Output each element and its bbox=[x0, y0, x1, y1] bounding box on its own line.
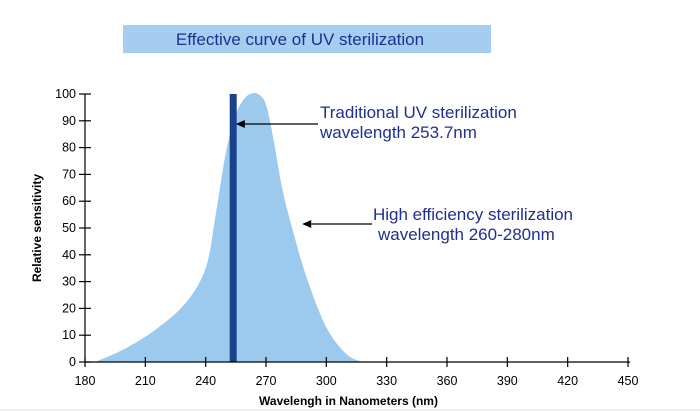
y-tick-label-80: 80 bbox=[62, 141, 76, 155]
x-tick-label-360: 360 bbox=[437, 374, 458, 388]
y-tick-label-70: 70 bbox=[62, 167, 76, 181]
annotation-2-arrow-head bbox=[302, 220, 312, 228]
annotation-2-line-2: wavelength 260-280nm bbox=[377, 225, 555, 244]
annotation-1-arrow-head bbox=[235, 120, 245, 128]
y-tick-label-10: 10 bbox=[62, 328, 76, 342]
x-axis-title: Wavelengh in Nanometers (nm) bbox=[259, 394, 438, 408]
x-tick-label-270: 270 bbox=[256, 374, 277, 388]
title-background bbox=[123, 25, 491, 53]
traditional-uv-bar bbox=[229, 94, 237, 362]
y-tick-label-100: 100 bbox=[55, 87, 76, 101]
x-tick-label-210: 210 bbox=[135, 374, 156, 388]
sensitivity-area bbox=[95, 92, 363, 363]
y-axis-title: Relative sensitivity bbox=[30, 174, 44, 282]
plot-area: 180 210 240 270 300 330 360 390 420 450 0 10 20 30 40 5… bbox=[30, 87, 638, 408]
x-tick-label-330: 330 bbox=[376, 374, 397, 388]
y-tick-label-50: 50 bbox=[62, 221, 76, 235]
y-tick-label-0: 0 bbox=[69, 355, 76, 369]
x-tick-label-240: 240 bbox=[195, 374, 216, 388]
chart-title: Effective curve of UV sterilization bbox=[176, 30, 424, 49]
x-tick-label-300: 300 bbox=[316, 374, 337, 388]
annotation-1-line-2: wavelength 253.7nm bbox=[319, 123, 477, 142]
x-tick-label-390: 390 bbox=[497, 374, 518, 388]
annotation-2-line-1: High efficiency sterilization bbox=[373, 205, 573, 224]
y-tick-label-40: 40 bbox=[62, 248, 76, 262]
x-tick-label-180: 180 bbox=[75, 374, 96, 388]
x-tick-label-450: 450 bbox=[618, 374, 639, 388]
y-tick-label-90: 90 bbox=[62, 114, 76, 128]
x-tick-label-420: 420 bbox=[557, 374, 578, 388]
y-tick-label-30: 30 bbox=[62, 275, 76, 289]
annotation-1-line-1: Traditional UV sterilization bbox=[320, 103, 517, 122]
y-tick-label-20: 20 bbox=[62, 301, 76, 315]
y-tick-label-60: 60 bbox=[62, 194, 76, 208]
